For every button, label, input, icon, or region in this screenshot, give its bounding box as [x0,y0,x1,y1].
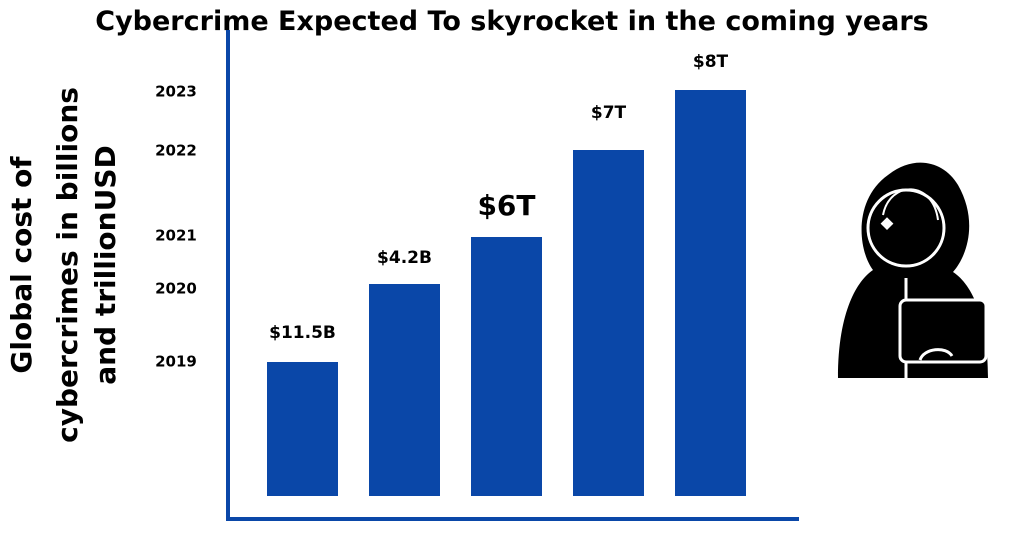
bar [267,362,338,496]
bar-value-label: $7T [591,103,627,123]
bars: $11.5B 2019 $4.2B 2020 $6T 2021 $7T 2022 $8T 2023 [155,52,746,496]
bar [675,90,746,496]
bar [471,237,542,496]
y-tick-label: 2021 [155,227,197,245]
y-tick-label: 2020 [155,280,197,298]
bar-value-label: $4.2B [377,248,432,268]
bar [369,284,440,496]
bar-value-label: $6T [477,189,535,222]
chart-title: Cybercrime Expected To skyrocket in the … [95,6,929,37]
y-axis-title-line: cybercrimes in billions [51,87,84,443]
hacker-icon [838,162,988,378]
y-tick-label: 2023 [155,83,197,101]
bar [573,150,644,496]
y-axis-title: Global cost of cybercrimes in billions a… [5,87,122,443]
bar-value-label: $11.5B [269,323,336,343]
y-axis-title-line: and trillionUSD [89,145,122,385]
y-tick-label: 2019 [155,353,197,371]
y-axis-title-line: Global cost of [5,156,38,374]
y-tick-label: 2022 [155,142,197,160]
bar-value-label: $8T [693,52,729,72]
